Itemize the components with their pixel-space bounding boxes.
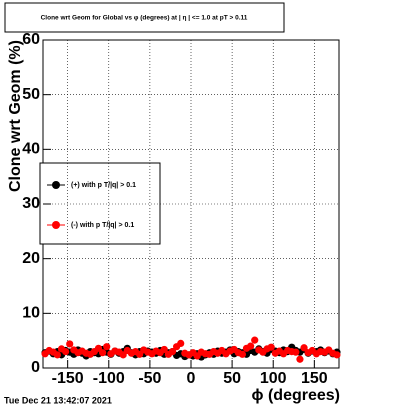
y-tick-label: 20 xyxy=(22,250,40,267)
point xyxy=(177,339,185,347)
y-tick-label: 0 xyxy=(31,359,40,376)
point xyxy=(247,342,255,350)
x-tick-label: 50 xyxy=(223,370,241,387)
point xyxy=(53,351,61,359)
point xyxy=(238,350,246,358)
y-tick-label: 60 xyxy=(22,31,40,48)
chart-title: Clone wrt Geom for Global vs φ (degrees)… xyxy=(41,15,248,22)
x-tick-label: -100 xyxy=(93,370,125,387)
x-axis-label: ϕ (degrees) xyxy=(252,387,340,404)
point xyxy=(300,344,308,352)
y-axis-label: Clone wrt Geom (%) xyxy=(7,40,24,192)
x-tick-label: -50 xyxy=(138,370,161,387)
point xyxy=(160,345,168,354)
legend-label: (-) with p T/|q| > 0.1 xyxy=(71,222,134,229)
point xyxy=(292,348,300,356)
y-tick-label: 30 xyxy=(22,195,40,212)
y-tick-label: 10 xyxy=(22,305,40,322)
legend-label: (+) with p T/|q| > 0.1 xyxy=(71,182,136,189)
y-tick-label: 40 xyxy=(22,141,40,158)
point xyxy=(66,340,74,348)
point xyxy=(296,355,304,363)
point xyxy=(62,348,70,356)
x-tick-label: -150 xyxy=(52,370,84,387)
x-tick-label: 100 xyxy=(260,370,287,387)
title-box xyxy=(4,2,285,33)
x-tick-label: 0 xyxy=(187,370,196,387)
point xyxy=(333,351,341,359)
y-tick-label: 50 xyxy=(22,86,40,103)
point xyxy=(251,336,259,344)
point xyxy=(168,348,177,356)
legend-marker xyxy=(52,221,60,229)
timestamp: Tue Dec 21 13:42:07 2021 xyxy=(4,395,112,405)
point xyxy=(99,349,107,357)
point xyxy=(267,343,275,351)
legend-marker xyxy=(52,181,60,189)
point xyxy=(103,343,111,351)
legend-box xyxy=(39,162,161,245)
x-tick-label: 150 xyxy=(301,370,328,387)
